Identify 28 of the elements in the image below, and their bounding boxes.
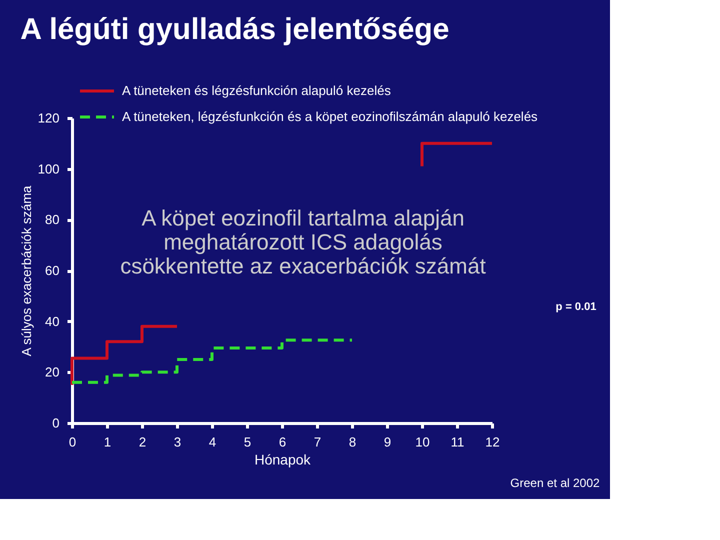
y-tick-label: 60 — [45, 263, 60, 278]
x-tick-label: 3 — [174, 434, 182, 450]
y-axis-title: A súlyos exacerbációk száma — [18, 184, 34, 356]
y-tick-label: 0 — [52, 416, 60, 430]
x-tick-label: 0 — [68, 434, 76, 450]
annotation: A köpet eozinofil tartalma alapján meghatározott ICS adagolás csökkentette az exacerbációk számát — [120, 206, 486, 279]
x-tick-label: 11 — [450, 434, 464, 450]
x-tick-label: 2 — [138, 434, 146, 450]
x-tick-label: 6 — [278, 434, 286, 450]
chart-title: A légúti gyulladás jelentősége — [20, 13, 450, 46]
y-tick-label: 40 — [45, 314, 60, 329]
text: p = 0.01 — [556, 301, 596, 314]
text: Green et al 2002 — [510, 476, 600, 490]
x-tick-label: 12 — [485, 434, 500, 450]
y-tick-label: 100 — [38, 161, 60, 176]
x-tick-label: 10 — [415, 434, 430, 450]
y-tick-label: 80 — [45, 212, 60, 228]
x-tick-label: 7 — [314, 434, 322, 450]
legend-label: A tüneteken, légzésfunkción és a köpet eozinofilszámán alapuló kezelés — [122, 109, 538, 124]
x-tick-label: 1 — [104, 434, 112, 450]
x-axis-title: Hónapok — [254, 452, 312, 468]
x-tick-label: 5 — [244, 434, 252, 450]
x-tick-label: 4 — [208, 434, 216, 450]
legend-label: A tüneteken és légzésfunkción alapuló kezelés — [122, 83, 392, 98]
x-tick-label: 8 — [348, 434, 356, 450]
x-tick-label: 9 — [384, 434, 392, 450]
y-tick-label: 120 — [38, 110, 60, 126]
y-tick-label: 20 — [45, 364, 60, 380]
